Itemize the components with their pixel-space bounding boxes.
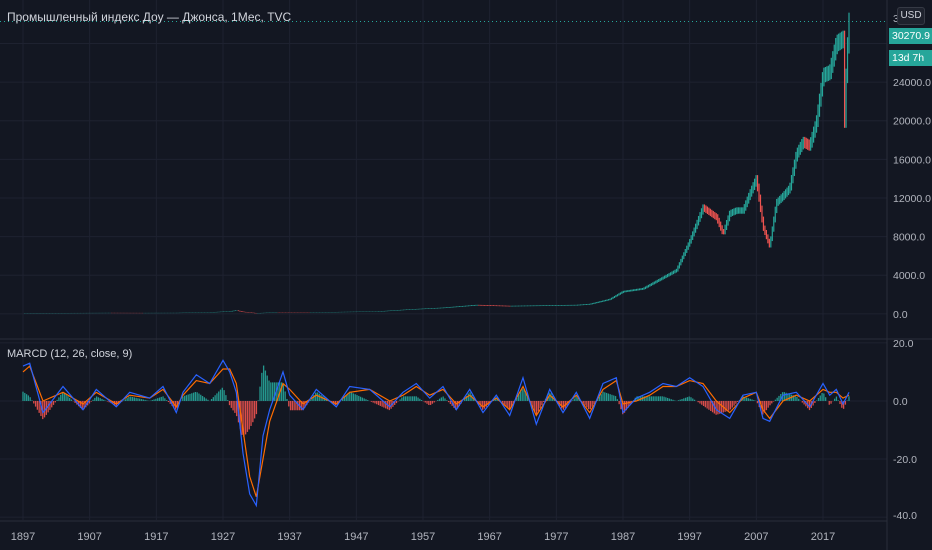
- time-axis-tick: 2007: [744, 531, 768, 543]
- chart-title: Промышленный индекс Доу — Джонса, 1Мес, …: [7, 10, 292, 24]
- price-axis-tick: 24000.0: [893, 77, 931, 89]
- signal-line: [22, 365, 850, 497]
- time-axis-tick: 2017: [811, 531, 835, 543]
- time-axis-tick: 1917: [144, 531, 168, 543]
- time-axis-tick: 1957: [411, 531, 435, 543]
- indicator-title[interactable]: MARCD (12, 26, close, 9): [7, 348, 133, 360]
- time-axis-tick: 1937: [277, 531, 301, 543]
- time-axis-tick: 1987: [611, 531, 635, 543]
- price-axis-tick: 16000.0: [893, 154, 931, 166]
- indicator-axis-tick: -40.0: [893, 510, 917, 522]
- price-axis-tick: 20000.0: [893, 116, 931, 128]
- countdown-badge: 13d 7h: [889, 50, 932, 66]
- indicator-axis-tick: 0.0: [893, 396, 908, 408]
- macd-line: [22, 359, 850, 508]
- time-axis-tick: 1967: [477, 531, 501, 543]
- indicator-axis-tick: -20.0: [893, 454, 917, 466]
- price-axis-tick: 8000.0: [893, 232, 925, 244]
- price-axis-tick: 4000.0: [893, 270, 925, 282]
- price-axis-tick: 12000.0: [893, 193, 931, 205]
- price-axis-tick: 3: [893, 13, 899, 25]
- time-axis-tick: 1997: [677, 531, 701, 543]
- time-axis-tick: 1927: [211, 531, 235, 543]
- time-axis-tick: 1907: [77, 531, 101, 543]
- indicator-axis-tick: 20.0: [893, 338, 914, 350]
- time-axis-tick: 1977: [544, 531, 568, 543]
- last-price-badge: 30270.9: [889, 28, 932, 44]
- time-axis-tick: 1897: [11, 531, 35, 543]
- time-axis-tick: 1947: [344, 531, 368, 543]
- currency-button[interactable]: USD: [897, 7, 925, 25]
- price-axis-tick: 0.0: [893, 309, 908, 321]
